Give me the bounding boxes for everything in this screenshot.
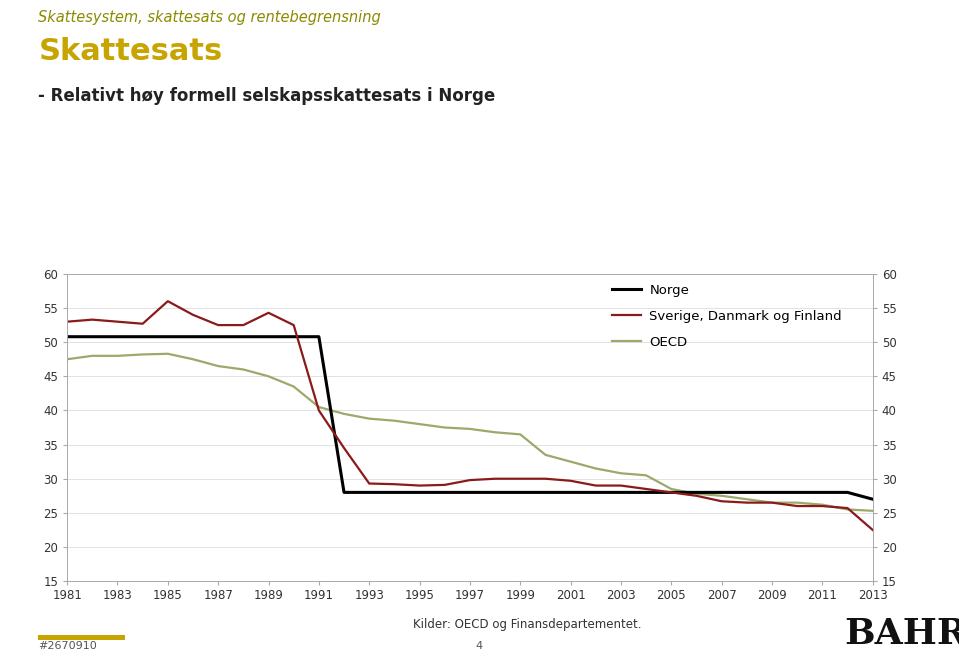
Text: - Relativt høy formell selskapsskattesats i Norge: - Relativt høy formell selskapsskattesat… — [38, 87, 496, 105]
Text: #2670910: #2670910 — [38, 641, 97, 651]
Text: Skattesystem, skattesats og rentebegrensning: Skattesystem, skattesats og rentebegrens… — [38, 10, 381, 25]
Text: Kilder: OECD og Finansdepartementet.: Kilder: OECD og Finansdepartementet. — [413, 618, 642, 631]
Legend: Norge, Sverige, Danmark og Finland, OECD: Norge, Sverige, Danmark og Finland, OECD — [613, 283, 842, 349]
Text: 4: 4 — [476, 641, 483, 651]
Text: Skattesats: Skattesats — [38, 37, 222, 65]
Text: BAHR: BAHR — [844, 617, 959, 651]
